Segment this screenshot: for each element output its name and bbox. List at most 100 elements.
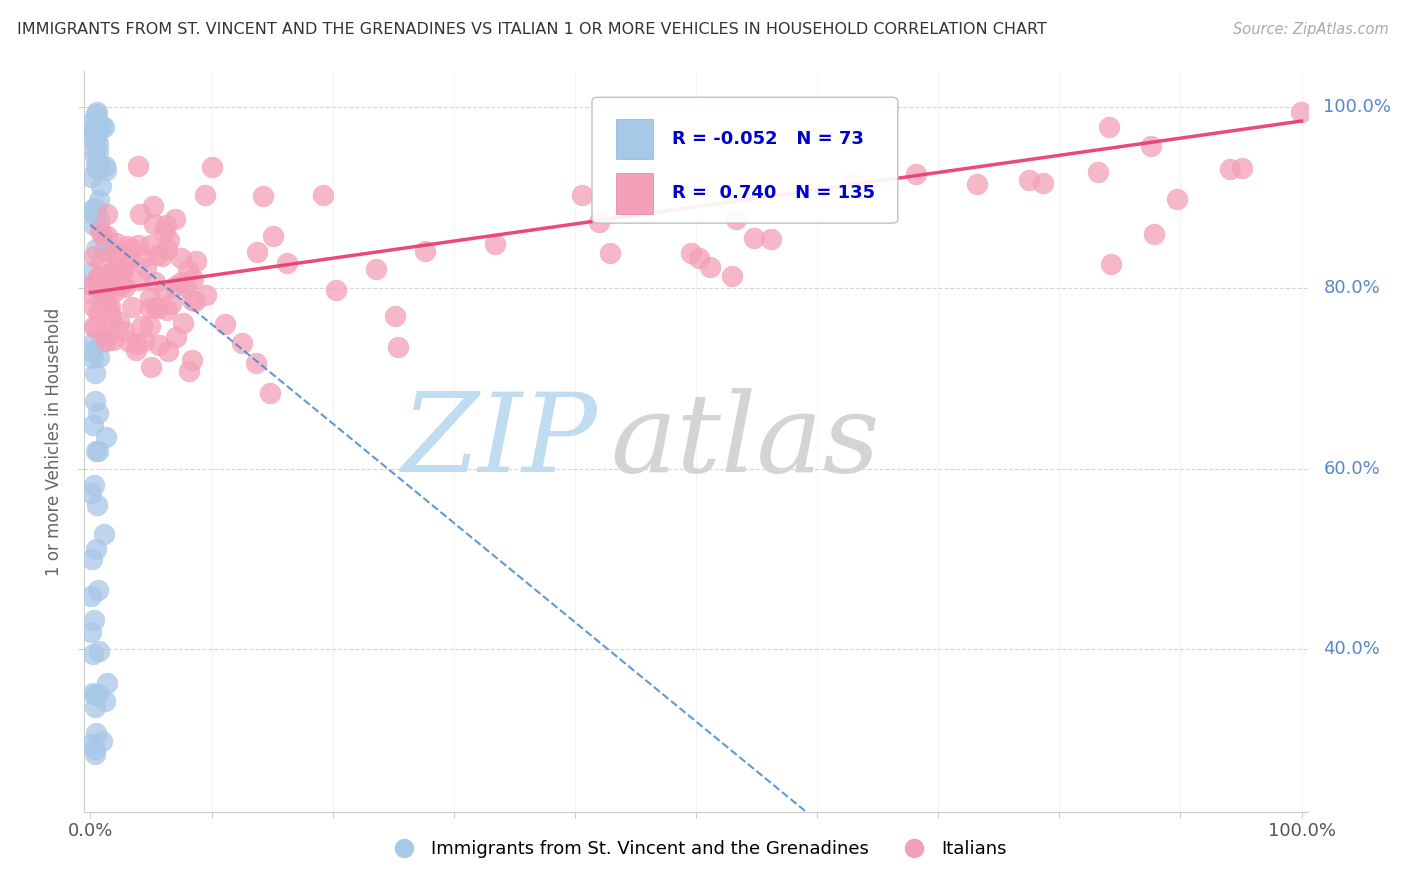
Point xyxy=(91,227,114,242)
Point xyxy=(721,268,744,283)
Point xyxy=(101,334,124,348)
Point xyxy=(1087,165,1109,179)
Point xyxy=(87,193,110,207)
Point xyxy=(86,127,108,141)
Point xyxy=(82,122,104,136)
Point xyxy=(108,315,131,329)
Point xyxy=(139,301,162,315)
Point xyxy=(571,188,593,202)
Point xyxy=(146,248,169,262)
Point xyxy=(1219,161,1241,176)
Point xyxy=(181,272,204,286)
Point xyxy=(86,687,108,701)
Point xyxy=(94,296,117,310)
Point xyxy=(87,144,110,158)
Point xyxy=(759,231,782,245)
Point xyxy=(84,202,107,216)
Point xyxy=(83,478,105,492)
Point xyxy=(724,212,747,227)
Point xyxy=(80,130,103,145)
Point xyxy=(84,444,107,458)
Point xyxy=(83,366,105,380)
Point xyxy=(214,317,236,331)
Point xyxy=(163,212,186,227)
Point xyxy=(966,177,988,191)
Point xyxy=(1289,104,1312,119)
Point xyxy=(177,364,200,378)
Point xyxy=(84,699,107,714)
Point xyxy=(143,275,166,289)
Point xyxy=(699,260,721,274)
Point xyxy=(84,688,107,702)
Point xyxy=(127,160,149,174)
Point xyxy=(83,249,105,263)
Point xyxy=(1143,227,1166,241)
Point xyxy=(112,325,135,339)
Point xyxy=(89,157,111,171)
Point xyxy=(94,284,117,298)
Point xyxy=(143,301,166,315)
Point xyxy=(104,285,127,299)
Point xyxy=(170,275,193,289)
Point xyxy=(111,258,134,272)
Point xyxy=(93,159,115,173)
Point xyxy=(1018,173,1040,187)
Legend: Immigrants from St. Vincent and the Grenadines, Italians: Immigrants from St. Vincent and the Gren… xyxy=(378,833,1014,865)
Point xyxy=(201,161,224,175)
Point xyxy=(86,269,108,284)
Point xyxy=(83,334,105,349)
Text: IMMIGRANTS FROM ST. VINCENT AND THE GRENADINES VS ITALIAN 1 OR MORE VEHICLES IN : IMMIGRANTS FROM ST. VINCENT AND THE GREN… xyxy=(17,22,1046,37)
Point xyxy=(134,334,156,348)
Point xyxy=(259,386,281,401)
Point xyxy=(82,351,104,365)
Point xyxy=(82,686,104,700)
Point xyxy=(117,257,139,271)
Point xyxy=(413,244,436,259)
Point xyxy=(96,675,118,690)
Point xyxy=(87,644,110,658)
Point xyxy=(86,162,108,177)
Point xyxy=(276,256,298,270)
Point xyxy=(97,300,120,314)
Point xyxy=(100,314,122,328)
Point xyxy=(86,107,108,121)
Point xyxy=(325,284,347,298)
Point xyxy=(484,236,506,251)
Point xyxy=(153,284,176,298)
Point xyxy=(688,252,710,266)
Point xyxy=(80,589,103,603)
Point xyxy=(311,187,333,202)
Point xyxy=(84,393,107,408)
Point xyxy=(83,321,105,335)
Point xyxy=(142,218,165,232)
Point xyxy=(82,122,104,136)
Point xyxy=(87,271,110,285)
Point xyxy=(84,143,107,157)
Point xyxy=(115,239,138,253)
Point xyxy=(114,280,136,294)
Point xyxy=(142,199,165,213)
Point xyxy=(177,263,200,277)
Point xyxy=(112,261,135,276)
Point xyxy=(83,124,105,138)
Point xyxy=(194,288,217,302)
Point xyxy=(86,105,108,120)
Point xyxy=(107,278,129,293)
Point xyxy=(100,308,122,322)
Point xyxy=(83,747,105,762)
Point xyxy=(1230,161,1253,175)
Point xyxy=(82,277,104,292)
Point xyxy=(132,251,155,265)
Point xyxy=(139,292,162,306)
Point xyxy=(1166,192,1188,206)
Point xyxy=(93,526,115,541)
Point xyxy=(129,207,152,221)
Point xyxy=(82,114,104,128)
Point xyxy=(93,694,115,708)
Text: 80.0%: 80.0% xyxy=(1323,279,1381,297)
Point xyxy=(96,163,118,178)
Point xyxy=(101,245,124,260)
Point xyxy=(139,319,162,334)
Point xyxy=(89,212,111,227)
Point xyxy=(94,288,117,302)
